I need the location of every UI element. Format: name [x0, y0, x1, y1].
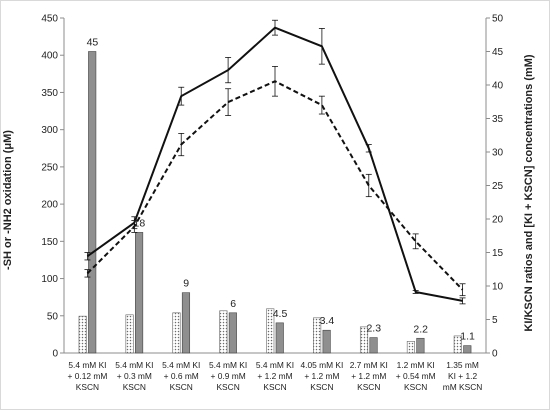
x-tick-label-line: mM KSCN — [443, 382, 483, 392]
bar-gray — [416, 337, 425, 354]
bar-dotted — [266, 308, 275, 354]
x-tick-label-line: KI + 1.2 — [448, 371, 477, 381]
x-tick-label-line: KSCN — [310, 382, 333, 392]
bar-dotted — [125, 314, 134, 354]
x-tick-label-line: 2.7 mM KI — [350, 360, 388, 370]
x-tick-label-line: + 1.2 mM — [304, 371, 339, 381]
bar-value-label: 2.2 — [413, 323, 428, 335]
y-tick-left-label: 300 — [41, 125, 58, 136]
y-tick-right-label: 10 — [492, 282, 504, 293]
x-tick-label: 1.2 mM KI + 0.54 mM KSCN — [396, 360, 436, 392]
x-tick-label-line: 5.4 mM KI — [256, 360, 294, 370]
x-tick-label-line: KSCN — [170, 382, 193, 392]
y-tick-right-label: 30 — [492, 148, 504, 159]
y-tick-right-label: 5 — [492, 315, 498, 326]
x-tick-label: 5.4 mM KI + 0.3 mM KSCN — [115, 360, 153, 392]
x-tick-label-line: KSCN — [216, 382, 239, 392]
x-tick-label: 1.35 mM KI + 1.2 mM KSCN — [443, 360, 483, 392]
bar-gray — [322, 329, 331, 354]
x-tick-label: 5.4 mM KI + 0.6 mM KSCN — [162, 360, 200, 392]
y-tick-right-label: 15 — [492, 248, 504, 259]
x-tick-label-line: 5.4 mM KI — [162, 360, 200, 370]
x-tick-label-line: + 1.2 mM — [351, 371, 386, 381]
x-tick-label: 5.4 mM KI + 0.12 mM KSCN — [68, 360, 108, 392]
bar-gray — [369, 337, 378, 354]
y-tick-left-label: 150 — [41, 237, 58, 248]
y-tick-right-label: 20 — [492, 215, 504, 226]
y-tick-right-label: 50 — [492, 14, 504, 25]
y-tick-left-label: 100 — [41, 274, 58, 285]
y-tick-left-label: 200 — [41, 200, 58, 211]
y-tick-left-label: 400 — [41, 51, 58, 62]
y-tick-left-label: 50 — [47, 311, 59, 322]
y-tick-right-label: 40 — [492, 81, 504, 92]
y-axis-title-left: -SH or -NH2 oxidation (μM) — [2, 130, 14, 270]
x-tick-label-line: + 0.3 mM — [117, 371, 152, 381]
bar-gray — [228, 312, 237, 354]
bar-value-label: 3.4 — [320, 315, 335, 327]
x-tick-label-line: + 1.2 mM — [257, 371, 292, 381]
y-tick-left-label: 0 — [52, 349, 58, 360]
x-tick-label-line: + 0.54 mM — [396, 371, 436, 381]
x-tick-label-line: 1.2 mM KI — [397, 360, 435, 370]
x-tick-label-line: KSCN — [404, 382, 427, 392]
y-tick-right-label: 0 — [492, 349, 498, 360]
bar-value-label: 18 — [133, 217, 145, 229]
x-tick-label: 2.7 mM KI + 1.2 mM KSCN — [350, 360, 388, 392]
labels: 45 18 9 6 4.5 3.4 2.3 2.2 1.1 — [87, 37, 475, 343]
x-tick-label-line: + 0.9 mM — [211, 371, 246, 381]
x-tick-label-line: 5.4 mM KI — [209, 360, 247, 370]
y-tick-right-label: 25 — [492, 181, 504, 192]
x-tick-label-line: KSCN — [357, 382, 380, 392]
y-tick-left-label: 250 — [41, 162, 58, 173]
x-tick-label-line: + 0.12 mM — [68, 371, 108, 381]
bar-dotted — [219, 310, 228, 354]
y-tick-right-label: 35 — [492, 114, 504, 125]
bar-value-label: 9 — [183, 278, 189, 290]
y-tick-left-label: 350 — [41, 88, 58, 99]
x-tick-label-line: + 0.6 mM — [164, 371, 199, 381]
bars — [78, 51, 472, 354]
bar-value-label: 45 — [87, 37, 99, 49]
axes: 0 50 100 150 200 250 300 350 400 450 0 5 10 15 20 25 30 3… — [41, 14, 503, 393]
bar-dotted — [406, 341, 415, 354]
x-tick-label: 5.4 mM KI + 0.9 mM KSCN — [209, 360, 247, 392]
bar-dotted — [313, 317, 322, 354]
y-tick-left-label: 450 — [41, 14, 58, 25]
bar-dotted — [359, 326, 369, 354]
x-tick-label-line: 4.05 mM KI — [300, 360, 343, 370]
bar-dotted — [78, 315, 87, 354]
bar-value-label: 4.5 — [273, 308, 288, 320]
x-tick-label: 5.4 mM KI + 1.2 mM KSCN — [256, 360, 294, 392]
x-tick-label-line: 5.4 mM KI — [68, 360, 106, 370]
bar-gray — [463, 345, 472, 354]
x-tick-label: 4.05 mM KI + 1.2 mM KSCN — [300, 360, 343, 392]
bar-dotted — [453, 335, 462, 354]
bar-value-label: 2.3 — [366, 323, 381, 335]
bar-dotted — [172, 312, 181, 354]
bar-gray — [275, 322, 284, 354]
x-tick-label-line: KSCN — [263, 382, 286, 392]
bar-value-label: 6 — [230, 298, 236, 310]
bar-gray — [88, 51, 97, 354]
y-tick-right-label: 45 — [492, 47, 504, 58]
y-axis-title-right: KI/KSCN ratios and [KI + KSCN] concentra… — [523, 54, 535, 332]
lines — [84, 19, 466, 305]
x-tick-label-line: 1.35 mM — [446, 360, 479, 370]
x-tick-label-line: 5.4 mM KI — [115, 360, 153, 370]
bar-value-label: 1.1 — [460, 331, 475, 343]
bar-gray — [135, 232, 144, 354]
x-tick-label-line: KSCN — [123, 382, 146, 392]
x-tick-label-line: KSCN — [76, 382, 99, 392]
bar-gray — [181, 292, 191, 354]
